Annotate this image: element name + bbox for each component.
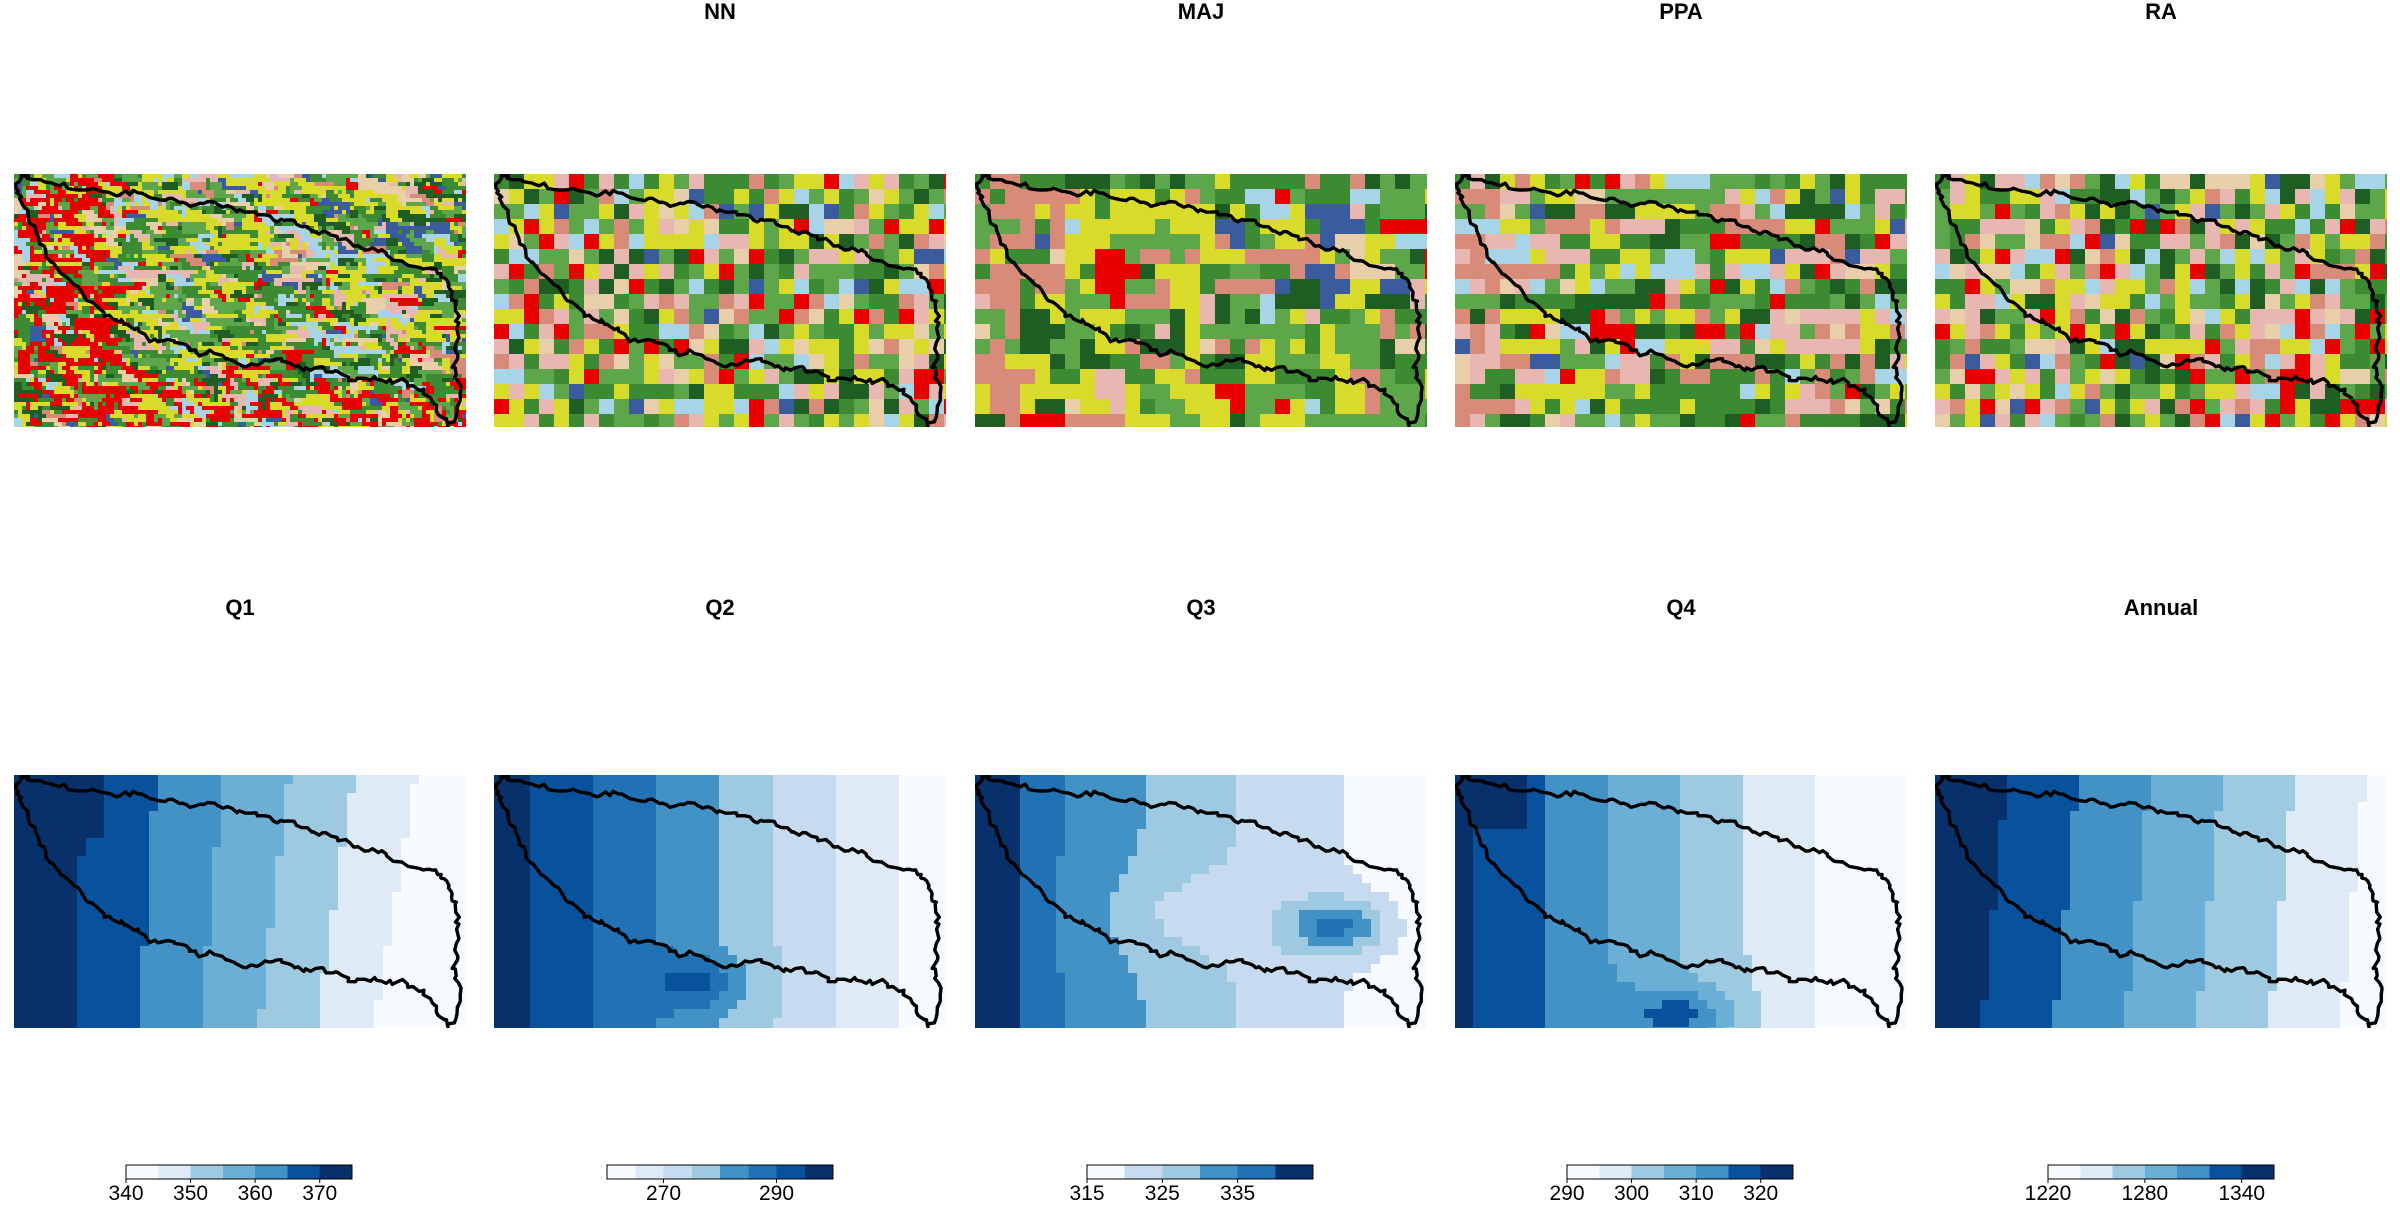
legend-swatch	[1238, 1165, 1276, 1179]
legend-tick-label: 310	[1679, 1182, 1714, 1205]
landcover-map-ra	[1935, 174, 2387, 427]
panel-title-ra: RA	[1935, 0, 2387, 24]
landcover-grid	[14, 174, 466, 427]
legend-swatch	[255, 1165, 287, 1179]
legend-swatch	[1632, 1165, 1664, 1179]
landcover-map-ppa	[1455, 174, 1907, 427]
legend-swatch	[1162, 1165, 1200, 1179]
legend-swatch	[223, 1165, 255, 1179]
legend-tick-label: 1220	[2025, 1182, 2072, 1205]
precip-grid	[1455, 775, 1907, 1028]
legend-swatch	[2048, 1165, 2080, 1179]
legend-swatch	[2177, 1165, 2209, 1179]
legend-tick-label: 300	[1614, 1182, 1649, 1205]
legend-swatch	[191, 1165, 223, 1179]
precip-grid	[494, 775, 946, 1028]
legend-tick-label: 290	[759, 1182, 794, 1205]
legend-swatch	[805, 1165, 833, 1179]
landcover-map-maj	[975, 174, 1427, 427]
legend-swatch	[777, 1165, 805, 1179]
landcover-grid	[1455, 174, 1907, 427]
precip-map-q2	[494, 775, 946, 1028]
precip-map-q3	[975, 775, 1427, 1028]
legend-swatch	[320, 1165, 352, 1179]
legend-tick-label: 335	[1220, 1182, 1255, 1205]
landcover-grid	[975, 174, 1427, 427]
panel-title-maj: MAJ	[975, 0, 1427, 24]
legend-swatch	[1599, 1165, 1631, 1179]
legend-swatch	[2080, 1165, 2112, 1179]
panel-title-q1: Q1	[14, 596, 466, 620]
precip-grid	[975, 775, 1427, 1028]
legend-swatch	[1664, 1165, 1696, 1179]
legend-swatch	[748, 1165, 776, 1179]
legend-swatch	[1087, 1165, 1125, 1179]
precip-grid	[14, 775, 466, 1028]
legend-swatch	[607, 1165, 635, 1179]
panel-title-q4: Q4	[1455, 596, 1907, 620]
legend-swatch	[287, 1165, 319, 1179]
precip-map-annual	[1935, 775, 2387, 1028]
legend-swatch	[1567, 1165, 1599, 1179]
landcover-map-original	[14, 174, 466, 427]
precip-map-q4	[1455, 775, 1907, 1028]
legend-swatch	[2209, 1165, 2241, 1179]
legend-tick-label: 360	[238, 1182, 273, 1205]
legend-swatch	[720, 1165, 748, 1179]
legend-swatch	[1728, 1165, 1760, 1179]
legend-swatch	[158, 1165, 190, 1179]
legend-tick-label: 270	[646, 1182, 681, 1205]
legend-swatch	[635, 1165, 663, 1179]
legend-swatch	[2113, 1165, 2145, 1179]
landcover-grid	[1935, 174, 2387, 427]
legend-tick-label: 370	[302, 1182, 337, 1205]
legend-swatch	[2145, 1165, 2177, 1179]
legend-tick-label: 315	[1069, 1182, 1104, 1205]
legend-tick-label: 1280	[2121, 1182, 2168, 1205]
legend-swatch	[692, 1165, 720, 1179]
legend-swatch	[2242, 1165, 2274, 1179]
legend-swatch	[1696, 1165, 1728, 1179]
legend-tick-label: 340	[108, 1182, 143, 1205]
legend-swatch	[126, 1165, 158, 1179]
legend-swatch	[1275, 1165, 1313, 1179]
panel-title-annual: Annual	[1935, 596, 2387, 620]
legend-tick-label: 320	[1743, 1182, 1778, 1205]
legend-swatch	[1125, 1165, 1163, 1179]
legend-swatch	[1761, 1165, 1793, 1179]
legend-swatch	[1200, 1165, 1238, 1179]
legend-swatch	[664, 1165, 692, 1179]
landcover-map-nn	[494, 174, 946, 427]
panel-title-nn: NN	[494, 0, 946, 24]
panel-title-q2: Q2	[494, 596, 946, 620]
legend-tick-label: 290	[1549, 1182, 1584, 1205]
precip-grid	[1935, 775, 2387, 1028]
landcover-grid	[494, 174, 946, 427]
legend-tick-label: 1340	[2218, 1182, 2265, 1205]
colorbar-legend-q2: 270 290	[606, 1164, 836, 1210]
panel-title-q3: Q3	[975, 596, 1427, 620]
legend-tick-label: 325	[1145, 1182, 1180, 1205]
precip-map-q1	[14, 775, 466, 1028]
legend-tick-label: 350	[173, 1182, 208, 1205]
panel-title-ppa: PPA	[1455, 0, 1907, 24]
